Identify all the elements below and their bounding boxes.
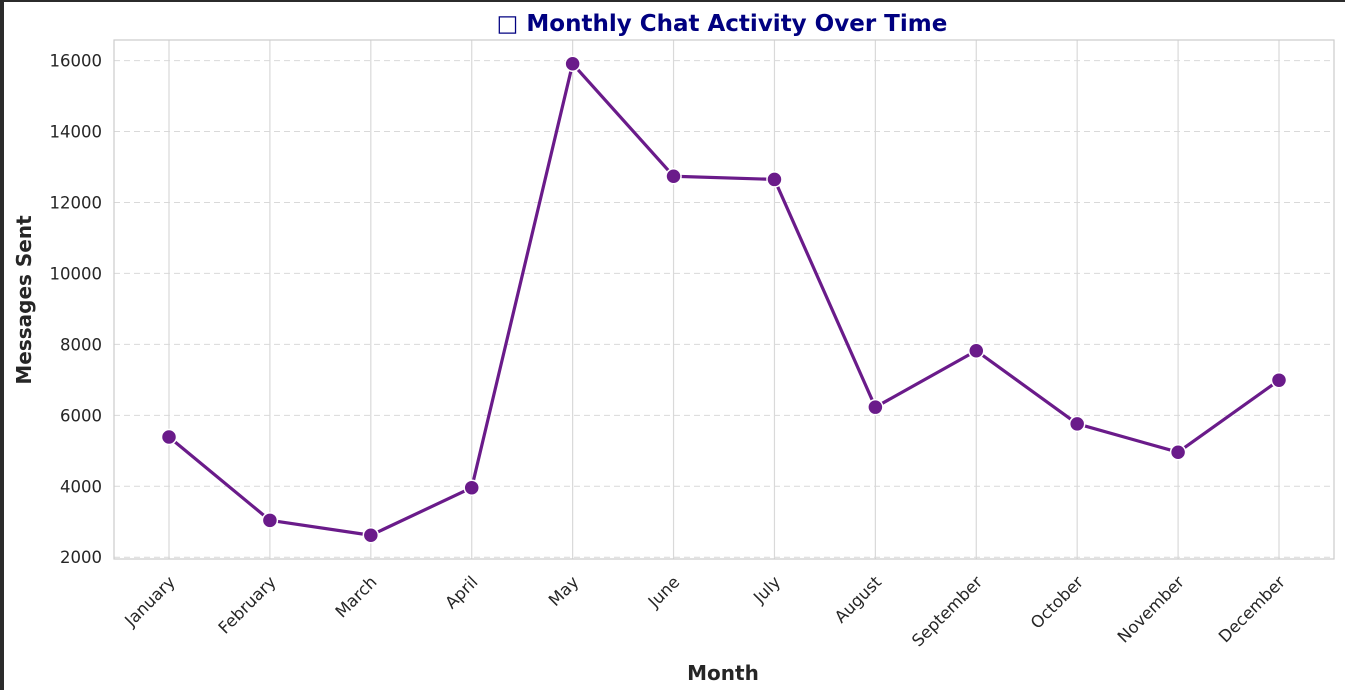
- x-tick-label: August: [831, 572, 886, 627]
- x-tick-label: March: [332, 572, 381, 621]
- x-tick-label: April: [441, 572, 481, 612]
- data-point: [867, 398, 884, 416]
- series-line: [167, 62, 1281, 537]
- y-tick-label: 4000: [60, 477, 102, 496]
- data-point: [463, 479, 480, 496]
- x-tick-label: October: [1027, 572, 1087, 632]
- data-point: [1169, 443, 1187, 461]
- x-tick-label: May: [545, 572, 583, 610]
- x-tick-label: February: [215, 572, 280, 637]
- y-axis-label: Messages Sent: [12, 215, 36, 385]
- data-point: [968, 342, 985, 360]
- y-tick-labels: 2000 4000 6000 8000 10000 12000 14000 16000: [50, 52, 103, 568]
- data-point: [1068, 415, 1086, 433]
- data-point: [564, 55, 581, 73]
- data-point: [1270, 371, 1288, 389]
- series-group: [160, 55, 1288, 544]
- chart-frame: □ Monthly Chat Activity Over Time 2000 40…: [4, 2, 1345, 690]
- y-tick-label: 12000: [50, 193, 103, 212]
- x-axis-label: Month: [687, 661, 759, 685]
- data-point: [160, 428, 178, 446]
- data-point: [261, 512, 279, 529]
- y-tick-label: 8000: [60, 335, 102, 354]
- x-tick-label: January: [120, 572, 179, 631]
- y-tick-label: 10000: [50, 264, 103, 283]
- y-tick-label: 16000: [50, 52, 103, 71]
- plot-area-border: [113, 39, 1335, 560]
- x-tick-label: December: [1215, 572, 1289, 646]
- chart-title: □ Monthly Chat Activity Over Time: [497, 11, 948, 37]
- y-tick-label: 2000: [60, 548, 102, 567]
- x-tick-label: September: [908, 572, 986, 650]
- x-tick-label: July: [749, 572, 784, 607]
- x-tick-label: November: [1114, 572, 1188, 646]
- y-tick-label: 14000: [50, 123, 103, 142]
- x-tick-labels: January February March April May June July Augu…: [120, 572, 1289, 650]
- grid-lines: [114, 40, 1334, 559]
- line-chart: □ Monthly Chat Activity Over Time 2000 40…: [12, 11, 1335, 685]
- y-tick-label: 6000: [60, 406, 102, 425]
- data-point: [665, 167, 682, 185]
- data-point: [766, 171, 783, 188]
- x-tick-label: June: [644, 572, 684, 612]
- data-point: [362, 526, 380, 544]
